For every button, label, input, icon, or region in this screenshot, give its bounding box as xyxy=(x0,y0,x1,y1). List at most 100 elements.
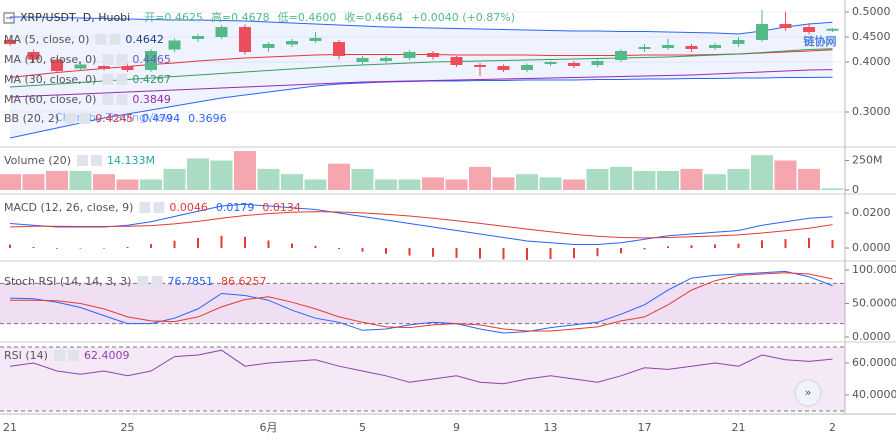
legend-icon[interactable] xyxy=(139,202,151,213)
y-tick-label: 0 xyxy=(852,183,859,196)
legend-icon[interactable] xyxy=(102,94,114,105)
macd-hist xyxy=(32,246,35,249)
macd-hist xyxy=(502,248,505,260)
volume-bar xyxy=(492,177,515,190)
candle-body xyxy=(121,66,134,70)
x-tick-label: 21 xyxy=(732,421,746,434)
legend-icon[interactable] xyxy=(116,54,128,65)
x-tick-label: 5 xyxy=(359,421,366,434)
indicator-value: 0.4465 xyxy=(132,53,171,66)
x-tick-label: 13 xyxy=(544,421,558,434)
legend-icon[interactable] xyxy=(153,202,165,213)
volume-bar xyxy=(422,177,444,190)
legend-icon[interactable] xyxy=(151,276,163,287)
candle-body xyxy=(826,28,839,31)
indicator-value: 0.4642 xyxy=(125,33,164,46)
macd-hist xyxy=(173,240,176,249)
legend-icon[interactable] xyxy=(95,34,107,45)
quote-value: +0.0040 (+0.87%) xyxy=(411,11,515,24)
macd-hist xyxy=(385,248,387,254)
candle-body xyxy=(685,46,698,49)
collapse-icon[interactable] xyxy=(3,12,15,24)
scroll-button-label[interactable]: » xyxy=(805,386,812,399)
macd-hist xyxy=(455,248,458,258)
y-tick-label: 60.0000 xyxy=(852,356,896,369)
volume-bar xyxy=(22,174,45,190)
macd-line xyxy=(9,203,833,245)
candle-body xyxy=(497,66,510,70)
legend-icon[interactable] xyxy=(109,34,121,45)
legend-icon[interactable] xyxy=(116,94,128,105)
legend-icon[interactable] xyxy=(116,74,128,85)
candle-body xyxy=(286,41,298,45)
macd-hist xyxy=(103,248,105,249)
candle-body xyxy=(779,24,792,28)
volume-bar xyxy=(69,171,92,190)
macd-hist xyxy=(126,246,129,249)
candle-body xyxy=(215,27,228,37)
indicator-value: 62.4009 xyxy=(84,349,130,362)
macd-hist xyxy=(432,248,434,257)
volume-bar xyxy=(610,166,632,190)
macd-hist xyxy=(361,248,364,252)
legend-icon[interactable] xyxy=(102,74,114,85)
macd-hist xyxy=(56,248,58,249)
candle-body xyxy=(27,52,40,60)
volume-bar xyxy=(774,160,797,190)
legend-icon[interactable] xyxy=(79,113,91,124)
volume-bar xyxy=(680,168,703,190)
legend-icon[interactable] xyxy=(67,350,79,361)
volume-bar xyxy=(469,166,491,190)
y-tick-label: 0.5000 xyxy=(852,5,891,18)
macd-hist xyxy=(197,237,199,249)
macd-hist xyxy=(408,248,411,256)
legend-icon[interactable] xyxy=(53,350,65,361)
volume-bar xyxy=(116,179,139,190)
indicator-name: Volume (20) xyxy=(4,154,71,167)
legend-icon[interactable] xyxy=(65,113,77,124)
y-tick-label: 100.0000 xyxy=(852,263,896,276)
watermark-logo: 链协网 xyxy=(804,34,837,48)
indicator-value: 0.3696 xyxy=(188,112,227,125)
x-tick-label: 25 xyxy=(121,421,135,434)
volume-bar xyxy=(821,188,844,190)
candle-body xyxy=(474,65,486,67)
volume-bar xyxy=(516,174,538,190)
candle-body xyxy=(732,40,745,44)
indicator-name: MA (30, close, 0) xyxy=(4,73,96,86)
legend-icon[interactable] xyxy=(77,155,88,166)
volume-bar xyxy=(351,168,374,190)
scroll-button[interactable] xyxy=(794,379,822,407)
x-tick-label: 2 xyxy=(829,421,836,434)
volume-bar xyxy=(234,151,256,190)
candle-body xyxy=(638,47,651,49)
indicator-value: 0.0046 xyxy=(169,201,208,214)
macd-hist xyxy=(690,245,693,249)
indicator-value: 0.0134 xyxy=(262,201,301,214)
macd-hist xyxy=(267,240,270,249)
macd-hist xyxy=(150,244,152,249)
candle-body xyxy=(74,64,87,69)
legend-icon[interactable] xyxy=(102,54,114,65)
stoch-d xyxy=(10,272,833,332)
y-tick-label: 0.4000 xyxy=(852,55,891,68)
legend-icon[interactable] xyxy=(91,155,102,166)
indicator-value: 0.4267 xyxy=(132,73,171,86)
x-tick-label: 9 xyxy=(453,421,460,434)
volume-bar xyxy=(657,171,679,190)
macd-hist xyxy=(291,243,293,249)
macd-hist xyxy=(596,248,599,257)
candle-body xyxy=(450,57,463,65)
volume-bar xyxy=(187,158,209,190)
macd-hist xyxy=(526,248,528,260)
legend-icon[interactable] xyxy=(137,276,149,287)
candle-body xyxy=(591,61,604,65)
indicator-value: 76.7851 xyxy=(167,275,213,288)
macd-hist xyxy=(314,245,317,249)
volume-bar xyxy=(751,155,773,190)
candle-body xyxy=(262,44,275,48)
volume-bar xyxy=(798,168,820,190)
